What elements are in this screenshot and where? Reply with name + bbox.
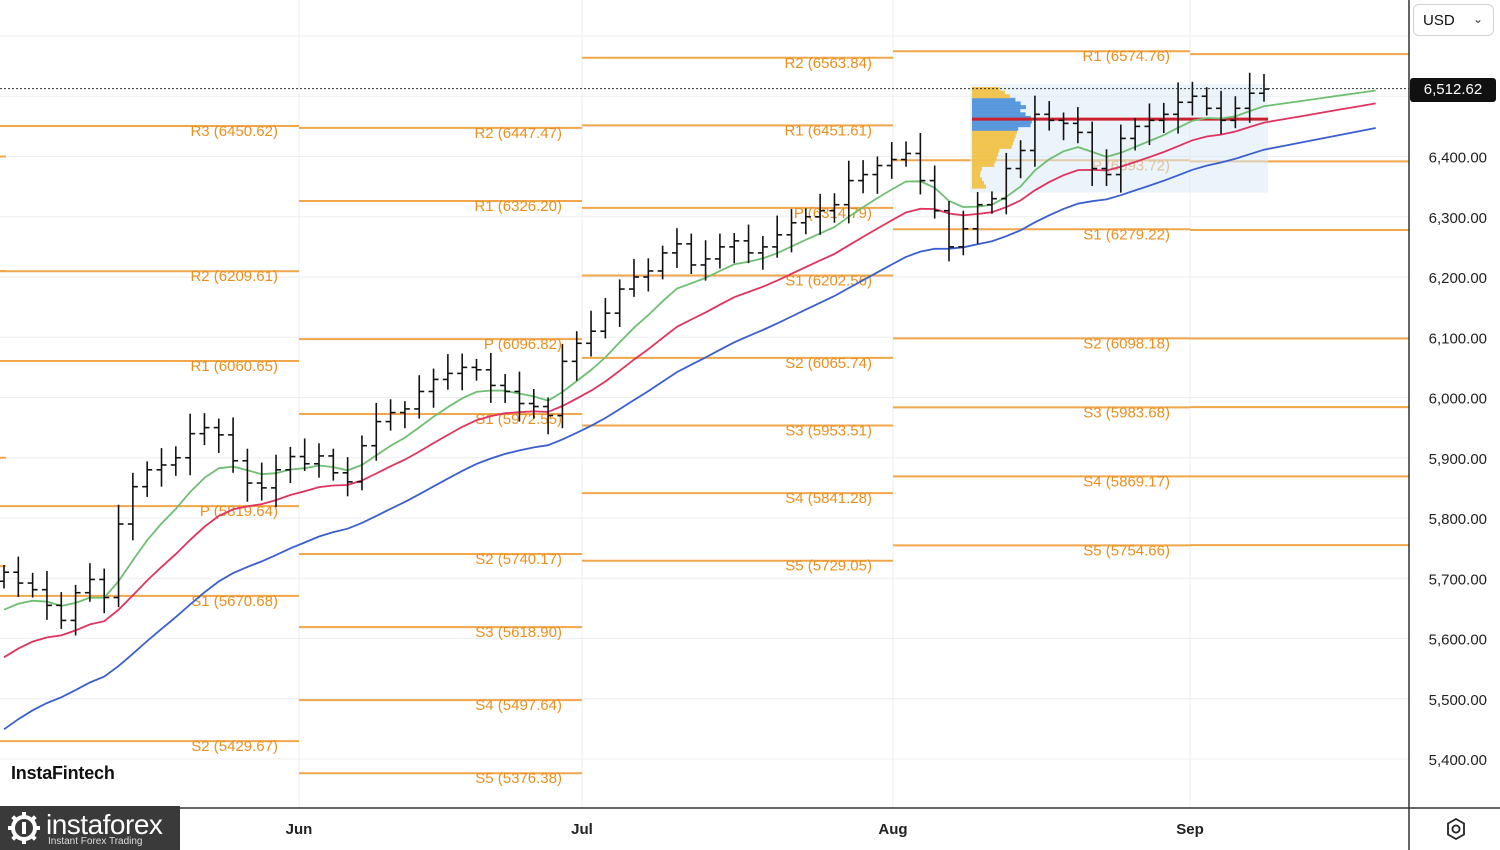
volume-profile-bar	[972, 123, 1031, 128]
y-tick-label: 5,900.00	[1429, 451, 1487, 468]
last-price-badge: 6,512.62	[1410, 78, 1496, 102]
pivot-label: S3 (5618.90)	[475, 624, 562, 641]
pivot-label: R2 (6563.84)	[784, 55, 872, 72]
volume-profile-bar	[972, 119, 1032, 124]
chevron-down-icon: ⌄	[1472, 12, 1483, 26]
volume-profile-bar	[972, 166, 982, 171]
volume-profile-bar	[972, 159, 996, 164]
pivot-label: R2 (6447.47)	[474, 125, 562, 142]
y-tick-label: 6,300.00	[1429, 210, 1487, 227]
brand-tagline: Instant Forex Trading	[48, 836, 143, 847]
volume-profile-bar	[972, 97, 1016, 102]
volume-profile-bar	[972, 126, 1019, 131]
x-tick-label: Sep	[1176, 821, 1204, 838]
pivot-label: S3 (5983.68)	[1083, 404, 1170, 421]
volume-profile-bar	[972, 90, 1005, 95]
brand-banner	[0, 806, 180, 850]
currency-value: USD	[1423, 12, 1455, 29]
settings-gear-icon[interactable]	[1443, 816, 1469, 842]
pivot-label: R1 (6574.76)	[1082, 48, 1170, 65]
ema-mid-line	[3, 102, 1376, 659]
volume-profile-bar	[972, 148, 1000, 153]
ohlc-bars	[0, 72, 1269, 636]
volume-profile-bar	[972, 101, 1021, 106]
pivot-label: S2 (6098.18)	[1083, 335, 1170, 352]
brand-logo-icon	[8, 812, 40, 844]
ema-slow-line	[3, 127, 1376, 731]
pivot-label: S5 (5729.05)	[785, 558, 872, 575]
y-tick-label: 5,600.00	[1429, 632, 1487, 649]
watermark-text: InstaFintech	[11, 763, 121, 784]
y-tick-label: 5,800.00	[1429, 511, 1487, 528]
pivot-label: S3 (5953.51)	[785, 423, 872, 440]
y-tick-label: 5,700.00	[1429, 571, 1487, 588]
pivot-label: R1 (6451.61)	[784, 122, 872, 139]
pivot-label: S2 (5429.67)	[191, 738, 278, 755]
pivot-label: R1 (6060.65)	[190, 358, 278, 375]
volume-profile-bar	[972, 184, 986, 189]
ema-fast-line	[3, 89, 1376, 611]
chart-grid	[0, 0, 1409, 808]
volume-profile-bar	[972, 137, 1015, 142]
x-tick-label: Jul	[571, 821, 593, 838]
volume-profile-bar	[972, 155, 997, 160]
pivot-label: S4 (5841.28)	[785, 490, 872, 507]
y-tick-label: 6,000.00	[1429, 391, 1487, 408]
pivot-label: R2 (6209.61)	[190, 268, 278, 285]
y-tick-label: 5,500.00	[1429, 692, 1487, 709]
pivot-label: S1 (5670.68)	[191, 593, 278, 610]
y-tick-label: 5,400.00	[1429, 752, 1487, 769]
y-tick-label: 6,200.00	[1429, 270, 1487, 287]
pivot-label: R3 (6450.62)	[190, 123, 278, 140]
volume-profile-bar	[972, 105, 1026, 110]
y-tick-label: 6,400.00	[1429, 150, 1487, 167]
volume-profile-bar	[972, 177, 982, 182]
pivot-label: S1 (6279.22)	[1083, 226, 1170, 243]
y-tick-label: 6,100.00	[1429, 330, 1487, 347]
brand-name: instaforex	[46, 809, 163, 840]
pivot-label: S1 (5972.55)	[475, 411, 562, 428]
volume-profile-bar	[972, 152, 999, 157]
pivot-label: S4 (5869.17)	[1083, 473, 1170, 490]
volume-profile-bar	[972, 112, 1026, 117]
volume-profile-bar	[972, 108, 1021, 113]
pivot-label: S5 (5376.38)	[475, 770, 562, 787]
volume-profile-bar	[972, 94, 1011, 99]
volume-profile-bar	[972, 170, 981, 175]
pivot-label: P (6314.79)	[794, 205, 872, 222]
pivot-label: S5 (5754.66)	[1083, 542, 1170, 559]
currency-select[interactable]: USD ⌄	[1413, 4, 1494, 36]
volume-profile-bar	[972, 181, 984, 186]
volume-profile-bar	[972, 134, 1016, 139]
pivot-label: P (5819.64)	[200, 503, 278, 520]
volume-profile-bar	[972, 144, 1012, 149]
pivot-label: S1 (6202.56)	[785, 272, 872, 289]
volume-profile-bar	[972, 130, 1017, 135]
pivot-levels: R3 (6450.62) R2 (6209.61) R1 (6060.65) P (5…	[0, 48, 1409, 787]
pivot-label: R1 (6326.20)	[474, 198, 562, 215]
volume-profile-bar	[972, 141, 1013, 146]
pivot-label: S4 (5497.64)	[475, 697, 562, 714]
moving-averages	[3, 89, 1376, 731]
pivot-label: S2 (6065.74)	[785, 355, 872, 372]
x-tick-label: Aug	[878, 821, 907, 838]
volume-profile-bar	[972, 173, 980, 178]
x-tick-label: Jun	[286, 821, 313, 838]
volume-profile	[970, 84, 1268, 193]
volume-profile-bar	[972, 162, 995, 167]
pivot-label: S2 (5740.17)	[475, 551, 562, 568]
pivot-label: P (6096.82)	[484, 336, 562, 353]
